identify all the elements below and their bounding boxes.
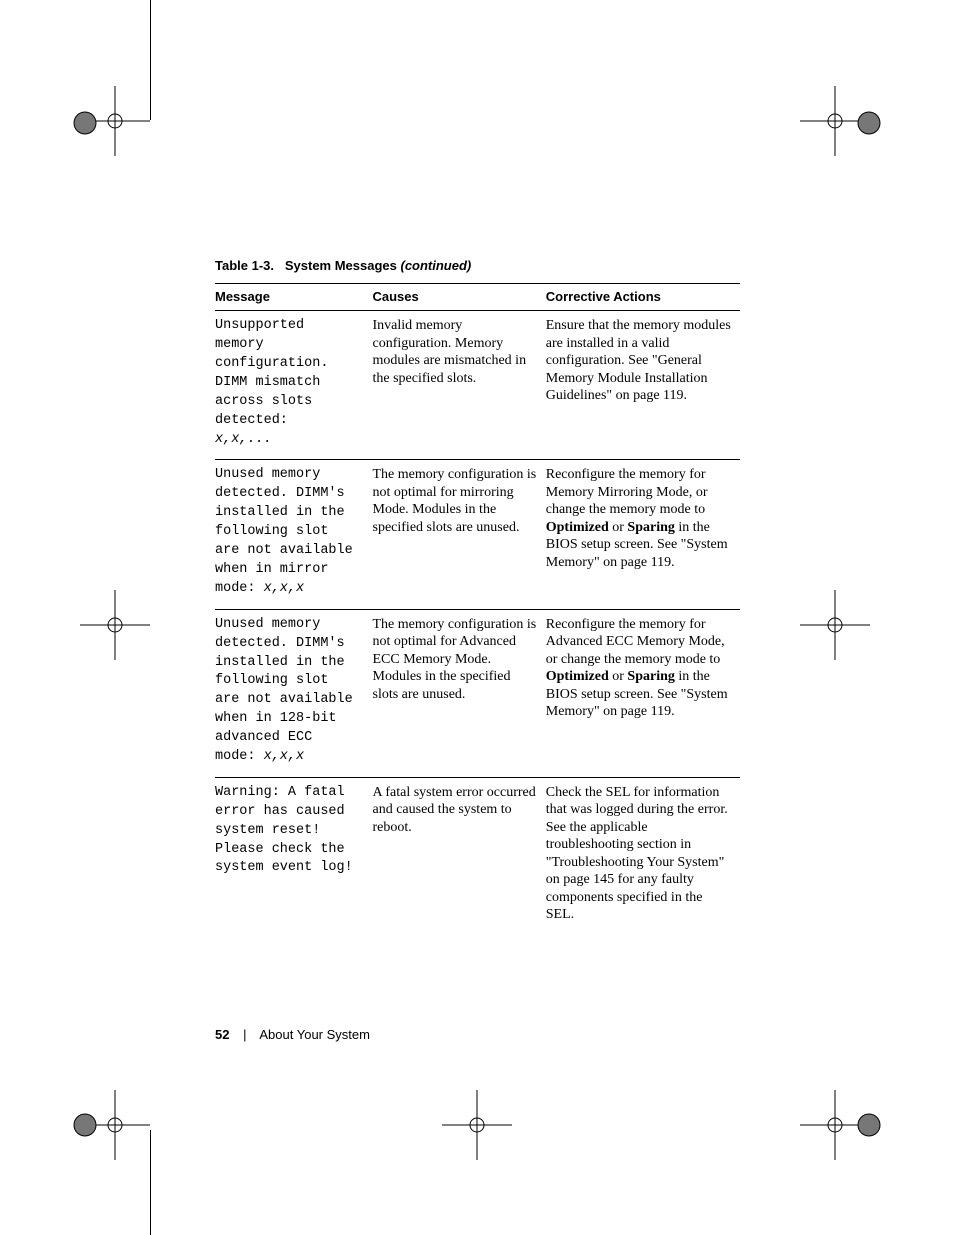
corner-dot-icon [72, 1112, 98, 1138]
caption-title: System Messages [285, 258, 401, 273]
actions-cell: Reconfigure the memory for Advanced ECC … [546, 609, 740, 777]
actions-cell: Ensure that the memory modules are insta… [546, 311, 740, 460]
causes-cell: The memory configuration is not optimal … [373, 609, 546, 777]
message-cell: Unsupported memory configuration. DIMM m… [215, 311, 373, 460]
actions-text: Reconfigure the memory for Advanced ECC … [546, 617, 725, 667]
col-causes: Causes [373, 284, 546, 311]
crop-mark-mid-right [800, 590, 870, 660]
table-caption: Table 1-3. System Messages (continued) [215, 258, 740, 273]
corner-dot-icon [856, 1112, 882, 1138]
causes-cell: A fatal system error occurred and caused… [373, 777, 546, 934]
footer-section: About Your System [259, 1027, 370, 1042]
message-cell: Unused memory detected. DIMM's installed… [215, 609, 373, 777]
crop-line [150, 1130, 151, 1235]
causes-cell: Invalid memory configuration. Memory mod… [373, 311, 546, 460]
actions-cell: Reconfigure the memory for Memory Mirror… [546, 460, 740, 609]
col-message: Message [215, 284, 373, 311]
message-cell: Unused memory detected. DIMM's installed… [215, 460, 373, 609]
crop-line [150, 0, 151, 120]
table-row: Unused memory detected. DIMM's installed… [215, 609, 740, 777]
message-variable: x,x,... [215, 432, 272, 447]
message-text: Warning: A fatal error has caused system… [215, 784, 365, 878]
table-row: Warning: A fatal error has caused system… [215, 777, 740, 934]
actions-text: Ensure that the memory modules are insta… [546, 318, 731, 403]
message-cell: Warning: A fatal error has caused system… [215, 777, 373, 934]
causes-cell: The memory configuration is not optimal … [373, 460, 546, 609]
footer-separator: | [243, 1027, 246, 1042]
table-row: Unused memory detected. DIMM's installed… [215, 460, 740, 609]
message-text: Unused memory detected. DIMM's installed… [215, 616, 365, 767]
actions-text: Reconfigure the memory for Memory Mirror… [546, 467, 708, 517]
caption-prefix: Table 1-3. [215, 258, 274, 273]
message-variable: x,x,x [264, 749, 305, 764]
corner-dot-icon [72, 110, 98, 136]
actions-bold: Optimized [546, 520, 609, 535]
page-number: 52 [215, 1027, 229, 1042]
table-row: Unsupported memory configuration. DIMM m… [215, 311, 740, 460]
page-footer: 52 | About Your System [215, 1027, 370, 1042]
system-messages-table: Message Causes Corrective Actions Unsupp… [215, 283, 740, 934]
message-text: Unsupported memory configuration. DIMM m… [215, 317, 365, 449]
message-variable: x,x,x [264, 581, 305, 596]
actions-cell: Check the SEL for information that was l… [546, 777, 740, 934]
actions-text: Check the SEL for information that was l… [546, 785, 728, 923]
actions-bold: Sparing [627, 669, 674, 684]
caption-suffix: (continued) [400, 258, 471, 273]
col-actions: Corrective Actions [546, 284, 740, 311]
actions-text: or [609, 669, 628, 684]
actions-text: or [609, 520, 628, 535]
actions-bold: Optimized [546, 669, 609, 684]
message-text: Unused memory detected. DIMM's installed… [215, 466, 365, 598]
corner-dot-icon [856, 110, 882, 136]
crop-mark-mid-left [80, 590, 150, 660]
actions-bold: Sparing [627, 520, 674, 535]
crop-mark-bottom-center [442, 1090, 512, 1160]
